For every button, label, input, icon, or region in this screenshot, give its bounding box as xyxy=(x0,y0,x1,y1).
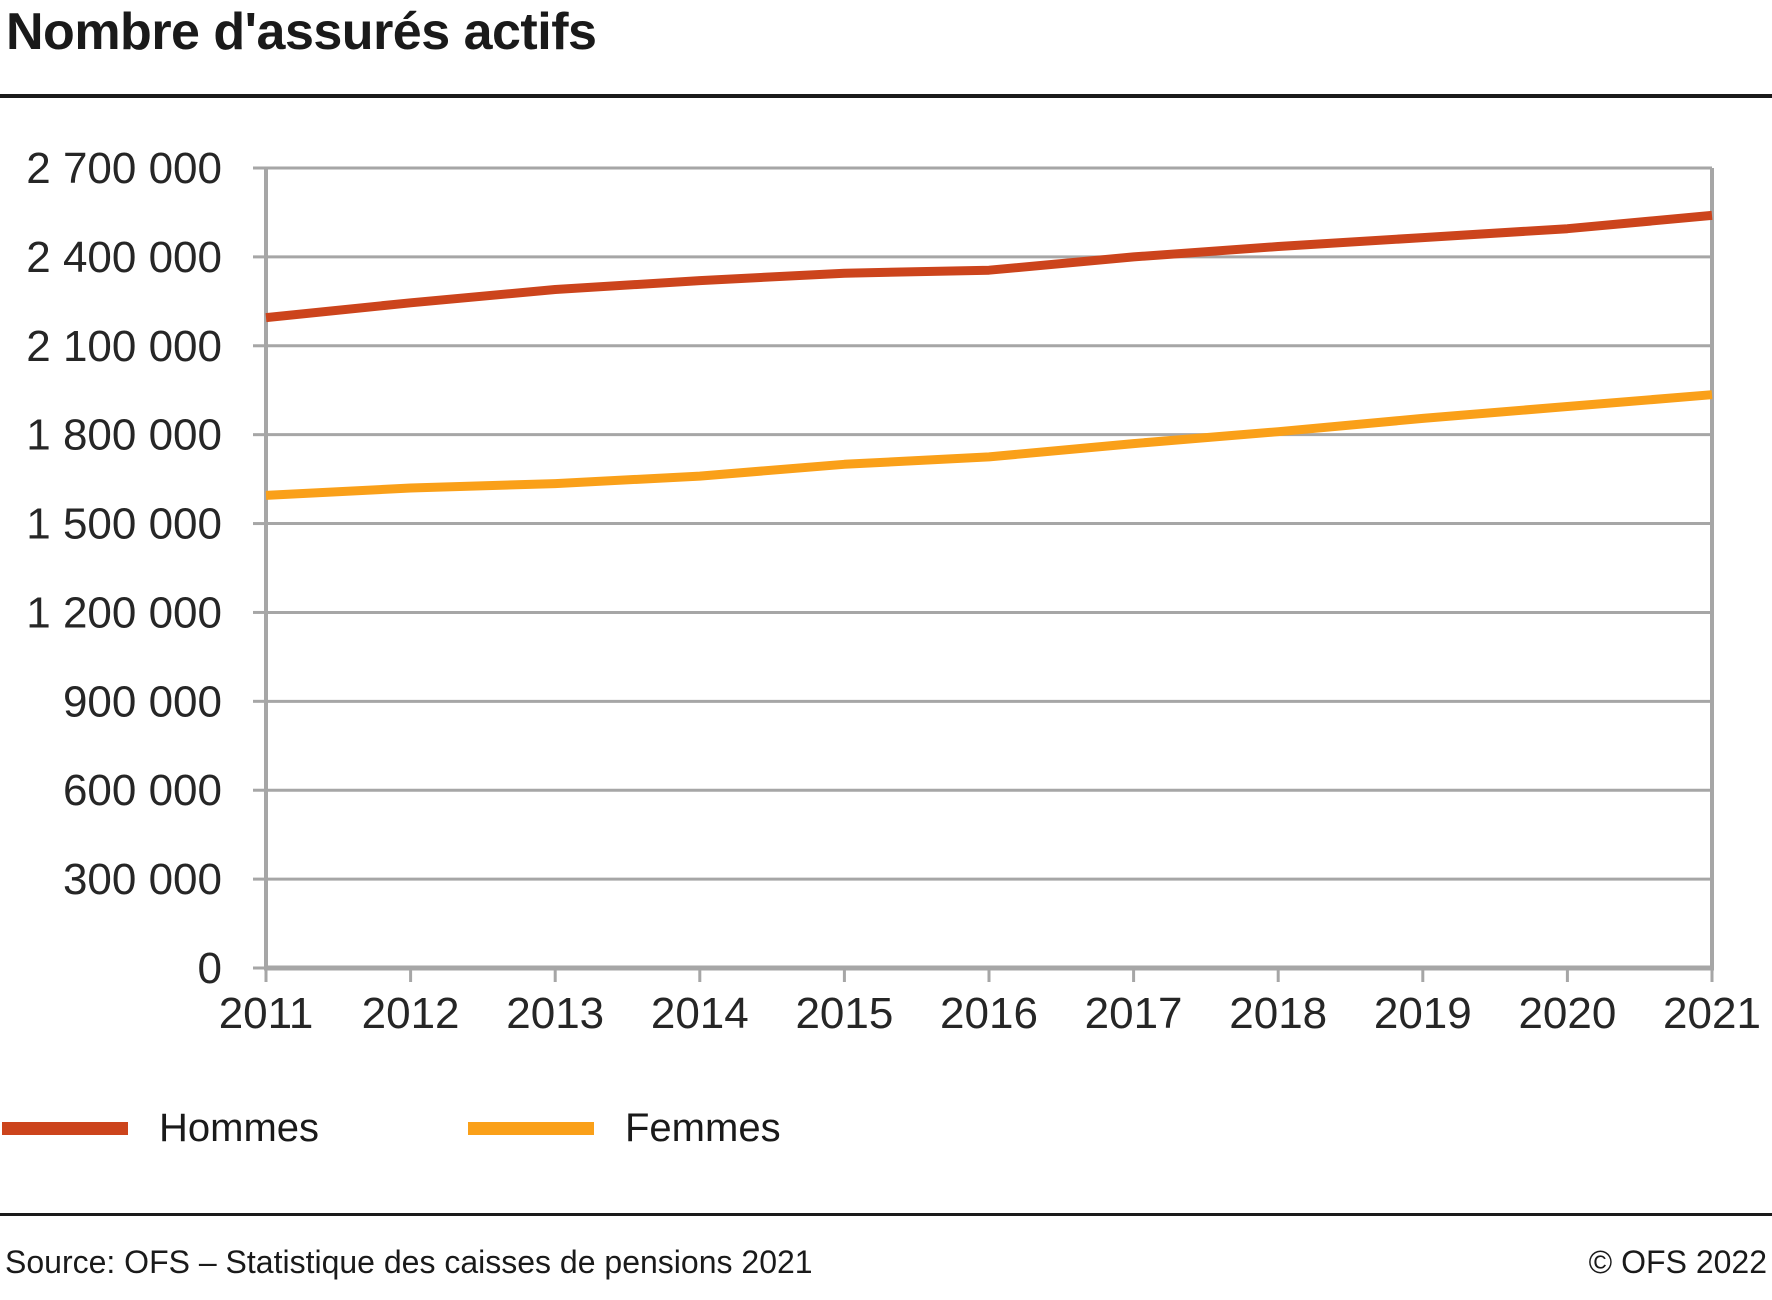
line-chart: 0 300 000 600 000 900 000 1 200 000 1 500 000… xyxy=(26,144,1761,1038)
x-axis-labels: 2011 2012 2013 2014 2015 2016 2017 2018 2019 2020… xyxy=(219,989,1761,1038)
page-title: Nombre d'assurés actifs xyxy=(6,3,597,61)
x-axis-ticks xyxy=(264,968,1714,982)
footer-source: Source: OFS – Statistique des caisses de… xyxy=(5,1244,813,1280)
legend-swatch-femmes xyxy=(468,1121,594,1135)
svg-text:2020: 2020 xyxy=(1518,989,1616,1038)
svg-text:0: 0 xyxy=(198,944,222,993)
gridlines xyxy=(266,166,1712,881)
y-axis-labels: 0 300 000 600 000 900 000 1 200 000 1 500 000… xyxy=(26,144,222,993)
footer-rule xyxy=(0,1213,1772,1216)
svg-text:2019: 2019 xyxy=(1374,989,1472,1038)
footer-copyright: © OFS 2022 xyxy=(1588,1244,1767,1280)
legend-label-hommes: Hommes xyxy=(159,1105,320,1150)
series-line-femmes xyxy=(265,390,1713,500)
svg-text:600 000: 600 000 xyxy=(63,766,222,815)
svg-text:2016: 2016 xyxy=(940,989,1038,1038)
svg-text:2013: 2013 xyxy=(506,989,604,1038)
svg-text:2017: 2017 xyxy=(1085,989,1183,1038)
chart-legend: Hommes Femmes xyxy=(0,1098,1772,1158)
legend-item-hommes: Hommes xyxy=(2,1098,319,1158)
svg-text:2 400 000: 2 400 000 xyxy=(26,233,222,282)
svg-text:300 000: 300 000 xyxy=(63,855,222,904)
legend-swatch-hommes xyxy=(2,1121,128,1135)
line-chart-svg: 0 300 000 600 000 900 000 1 200 000 1 500 000… xyxy=(26,144,1761,1038)
y-axis-ticks xyxy=(253,166,266,970)
svg-text:2 100 000: 2 100 000 xyxy=(26,322,222,371)
svg-text:1 500 000: 1 500 000 xyxy=(26,500,222,549)
svg-text:1 800 000: 1 800 000 xyxy=(26,411,222,460)
footer: Source: OFS – Statistique des caisses de… xyxy=(0,1244,1772,1281)
svg-text:900 000: 900 000 xyxy=(63,677,222,726)
svg-text:2018: 2018 xyxy=(1229,989,1327,1038)
svg-text:2011: 2011 xyxy=(219,989,314,1038)
svg-text:2021: 2021 xyxy=(1663,989,1761,1038)
axes xyxy=(264,168,1714,971)
svg-text:2012: 2012 xyxy=(362,989,460,1038)
svg-text:2 700 000: 2 700 000 xyxy=(26,144,222,193)
svg-text:1 200 000: 1 200 000 xyxy=(26,588,222,637)
svg-text:2014: 2014 xyxy=(651,989,749,1038)
svg-text:2015: 2015 xyxy=(795,989,893,1038)
legend-item-femmes: Femmes xyxy=(468,1098,781,1158)
series-line-hommes xyxy=(265,210,1713,323)
legend-label-femmes: Femmes xyxy=(625,1105,781,1150)
title-underline xyxy=(0,94,1772,98)
